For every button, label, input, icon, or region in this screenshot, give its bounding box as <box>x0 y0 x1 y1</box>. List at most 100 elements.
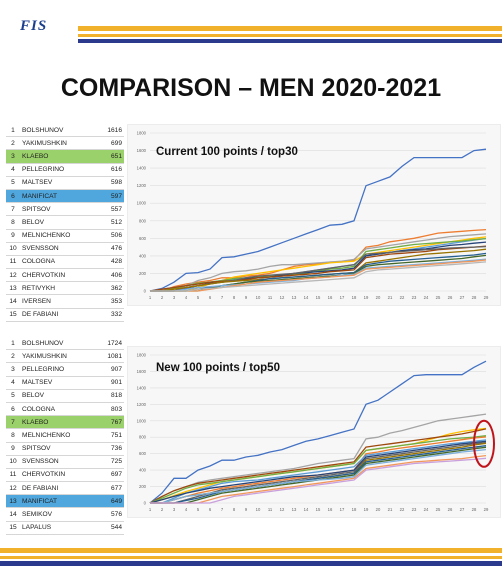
y-tick-label: 400 <box>139 468 147 473</box>
chart-title: New 100 points / top50 <box>156 362 280 374</box>
x-tick-label: 10 <box>256 507 261 512</box>
rank-cell: 4 <box>6 163 20 177</box>
points-cell: 476 <box>100 242 124 256</box>
name-cell: BOLSHUNOV <box>20 124 100 138</box>
name-cell: MALTSEV <box>20 376 100 390</box>
y-tick-label: 800 <box>139 435 147 440</box>
rank-cell: 5 <box>6 176 20 190</box>
fis-logo: FIS <box>20 18 47 35</box>
name-cell: MELNICHENKO <box>20 229 100 243</box>
name-cell: MELNICHENKO <box>20 428 100 443</box>
x-tick-label: 7 <box>221 295 224 300</box>
points-cell: 362 <box>100 281 124 296</box>
y-tick-label: 1800 <box>137 131 147 136</box>
name-cell: SEMIKOV <box>20 507 100 522</box>
rank-cell: 9 <box>6 229 20 243</box>
x-tick-label: 29 <box>484 507 489 512</box>
y-tick-label: 400 <box>139 253 147 258</box>
ranking-row: 6 COLOGNA 803 <box>6 402 124 417</box>
x-tick-label: 9 <box>245 507 248 512</box>
x-tick-label: 12 <box>280 295 285 300</box>
header-stripe-gold <box>78 26 502 31</box>
name-cell: YAKIMUSHKIN <box>20 136 100 151</box>
rank-cell: 13 <box>6 281 20 296</box>
points-cell: 1724 <box>100 337 124 351</box>
series-line <box>150 233 487 292</box>
rank-cell: 13 <box>6 494 20 509</box>
points-cell: 616 <box>100 163 124 177</box>
y-tick-label: 1400 <box>137 385 147 390</box>
x-tick-label: 26 <box>448 295 453 300</box>
x-tick-label: 8 <box>233 295 236 300</box>
points-cell: 736 <box>100 442 124 456</box>
name-cell: YAKIMUSHKIN <box>20 349 100 364</box>
name-cell: SVENSSON <box>20 242 100 256</box>
name-cell: MALTSEV <box>20 176 100 190</box>
ranking-row: 7 KLAEBO 767 <box>6 415 124 430</box>
ranking-row: 15 DE FABIANI 332 <box>6 308 124 322</box>
points-cell: 406 <box>100 268 124 283</box>
rank-cell: 5 <box>6 389 20 403</box>
name-cell: LAPALUS <box>20 521 100 535</box>
x-tick-label: 19 <box>364 507 369 512</box>
ranking-row: 9 MELNICHENKO 506 <box>6 229 124 243</box>
x-tick-label: 1 <box>149 507 152 512</box>
series-line <box>150 457 487 504</box>
x-tick-label: 26 <box>448 507 453 512</box>
rank-cell: 11 <box>6 255 20 270</box>
rank-cell: 2 <box>6 349 20 364</box>
points-cell: 1081 <box>100 349 124 364</box>
y-tick-label: 1000 <box>137 201 147 206</box>
x-tick-label: 28 <box>472 295 477 300</box>
ranking-row: 5 MALTSEV 598 <box>6 176 124 190</box>
x-tick-label: 23 <box>412 507 417 512</box>
x-tick-label: 15 <box>316 295 321 300</box>
x-tick-label: 1 <box>149 295 152 300</box>
points-cell: 697 <box>100 468 124 483</box>
ranking-row: 14 SEMIKOV 576 <box>6 507 124 522</box>
x-tick-label: 5 <box>197 507 200 512</box>
y-tick-label: 600 <box>139 236 147 241</box>
ranking-row: 15 LAPALUS 544 <box>6 521 124 535</box>
x-tick-label: 6 <box>209 507 212 512</box>
highlight-ellipse <box>473 419 495 468</box>
x-tick-label: 10 <box>256 295 261 300</box>
x-tick-label: 3 <box>173 507 176 512</box>
y-tick-label: 0 <box>144 289 147 294</box>
footer-stripe-gold-thin <box>0 556 502 559</box>
rank-cell: 3 <box>6 362 20 377</box>
y-tick-label: 0 <box>144 501 147 506</box>
rank-cell: 15 <box>6 521 20 535</box>
x-tick-label: 21 <box>388 507 393 512</box>
ranking-row: 1 BOLSHUNOV 1724 <box>6 337 124 351</box>
points-cell: 353 <box>100 294 124 309</box>
points-cell: 651 <box>100 149 124 164</box>
x-tick-label: 5 <box>197 295 200 300</box>
ranking-row: 13 MANIFICAT 649 <box>6 494 124 509</box>
y-tick-label: 200 <box>139 484 147 489</box>
name-cell: MANIFICAT <box>20 494 100 509</box>
y-tick-label: 1600 <box>137 148 147 153</box>
x-tick-label: 9 <box>245 295 248 300</box>
points-cell: 506 <box>100 229 124 243</box>
x-tick-label: 18 <box>352 295 357 300</box>
points-cell: 428 <box>100 255 124 270</box>
x-tick-label: 13 <box>292 295 297 300</box>
footer-stripe-gold <box>0 548 502 553</box>
x-tick-label: 15 <box>316 507 321 512</box>
rank-cell: 15 <box>6 308 20 322</box>
x-tick-label: 13 <box>292 507 297 512</box>
name-cell: PELLEGRINO <box>20 362 100 377</box>
x-tick-label: 11 <box>268 507 273 512</box>
points-cell: 597 <box>100 189 124 204</box>
name-cell: SVENSSON <box>20 455 100 469</box>
x-tick-label: 27 <box>460 295 465 300</box>
points-cell: 557 <box>100 202 124 217</box>
points-cell: 751 <box>100 428 124 443</box>
ranking-row: 13 RETIVYKH 362 <box>6 281 124 296</box>
x-tick-label: 6 <box>209 295 212 300</box>
points-cell: 725 <box>100 455 124 469</box>
ranking-row: 5 BELOV 818 <box>6 389 124 403</box>
